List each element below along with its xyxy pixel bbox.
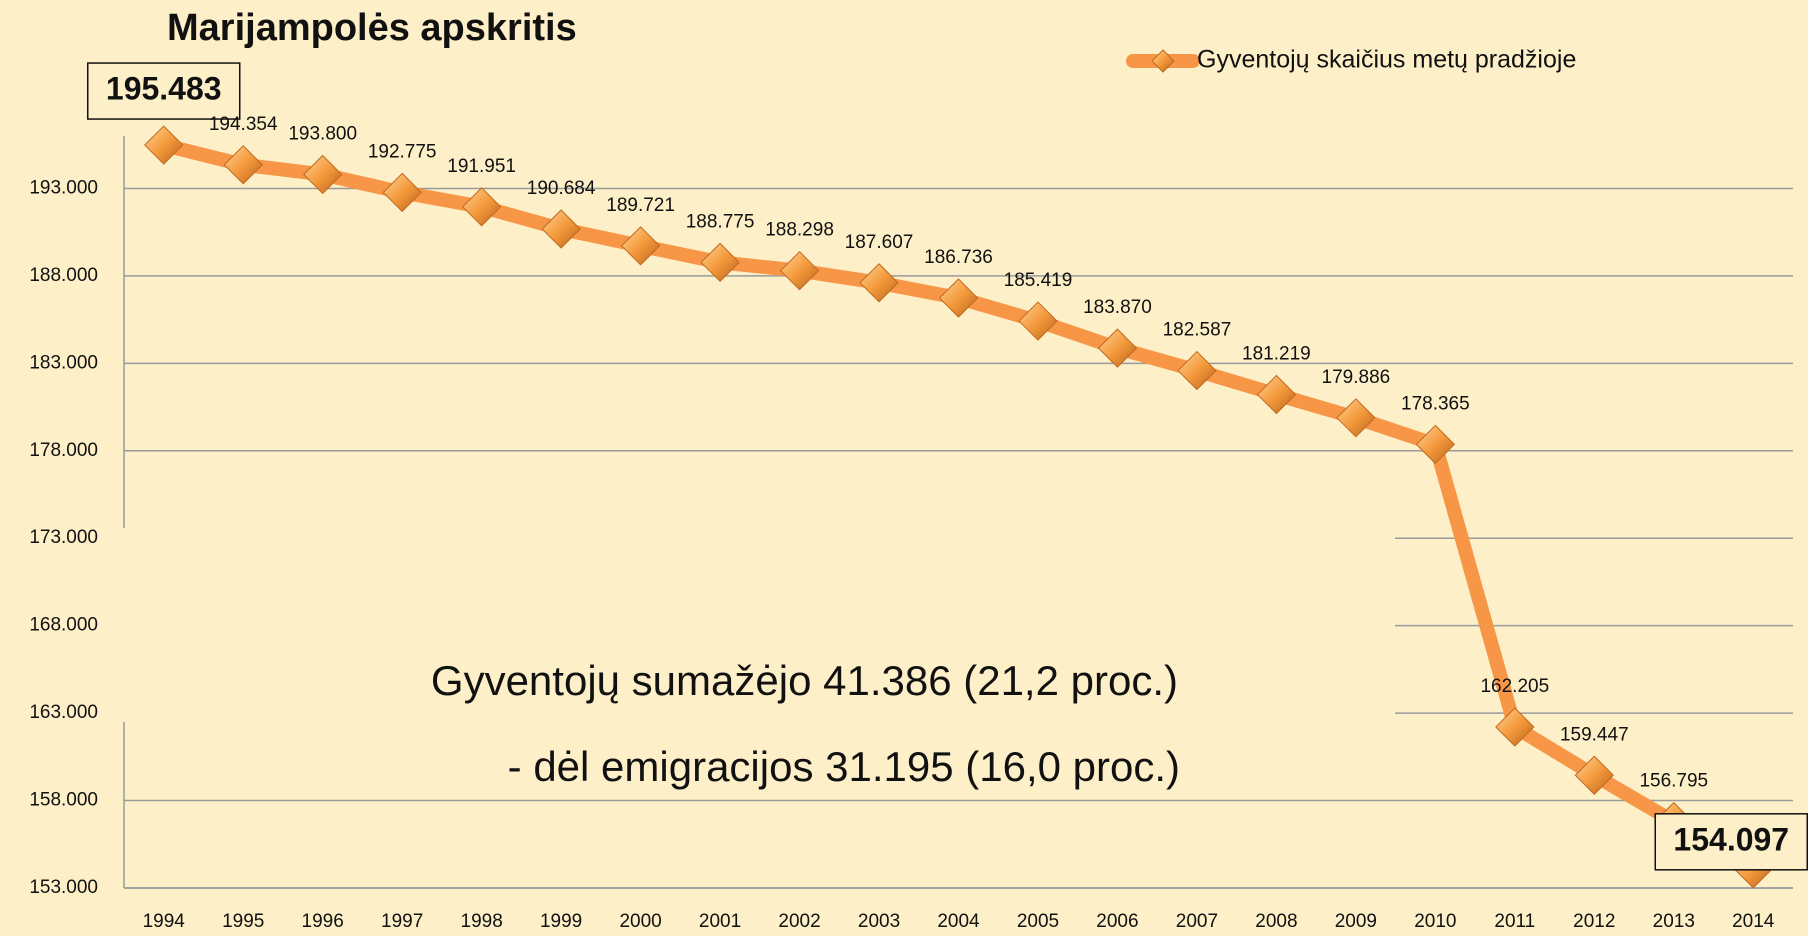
value-label-box xyxy=(86,62,241,120)
x-tick-label: 2009 xyxy=(1335,911,1377,932)
chart-title: Marijampolės apskritis xyxy=(167,7,577,49)
value-label: 187.607 xyxy=(845,232,914,253)
marker xyxy=(541,209,581,249)
value-label: 188.775 xyxy=(686,211,755,232)
value-label: 190.684 xyxy=(527,178,596,199)
x-tick-label: 1995 xyxy=(222,911,264,932)
y-tick-label: 193.000 xyxy=(29,177,98,198)
x-tick-label: 2005 xyxy=(1017,911,1059,932)
value-label: 192.775 xyxy=(368,141,437,162)
marker xyxy=(1097,328,1138,368)
marker xyxy=(779,250,820,291)
x-tick-label: 2001 xyxy=(699,911,741,932)
y-tick-label: 158.000 xyxy=(29,790,98,811)
marker xyxy=(1151,49,1175,73)
marker xyxy=(938,278,979,318)
marker xyxy=(1256,374,1297,415)
marker xyxy=(700,242,740,283)
marker xyxy=(859,263,899,303)
x-tick-label: 1997 xyxy=(381,911,423,932)
y-tick-label: 188.000 xyxy=(29,265,98,286)
x-tick-label: 2003 xyxy=(858,911,900,932)
x-tick-label: 1996 xyxy=(302,911,344,932)
y-tick-label: 153.000 xyxy=(29,877,98,898)
value-label: 189.721 xyxy=(606,195,675,216)
x-tick-label: 1998 xyxy=(461,911,503,932)
value-label: 193.800 xyxy=(288,123,357,144)
marker xyxy=(1495,707,1535,747)
value-label: 159.447 xyxy=(1560,724,1629,745)
plot: 195.483 194.354 193.800 192.775 191.951 190.6… xyxy=(86,46,1808,889)
marker xyxy=(1177,350,1217,391)
marker xyxy=(1336,398,1376,438)
x-tick-label: 2010 xyxy=(1414,911,1456,932)
value-label: 191.951 xyxy=(447,156,516,177)
x-tick-label: 1999 xyxy=(540,911,582,932)
value-label-box xyxy=(1654,813,1808,871)
value-label: 162.205 xyxy=(1480,676,1549,697)
x-tick-label: 2004 xyxy=(937,911,980,932)
value-label: 183.870 xyxy=(1083,297,1152,318)
value-label: 186.736 xyxy=(924,247,993,268)
marker xyxy=(382,172,422,213)
marker xyxy=(1018,301,1058,341)
legend-label: Gyventojų skaičius metų pradžioje xyxy=(1197,46,1576,74)
value-label: 182.587 xyxy=(1163,320,1232,341)
value-label: 181.219 xyxy=(1242,344,1311,365)
value-label: 185.419 xyxy=(1004,270,1073,291)
y-tick-label: 183.000 xyxy=(29,352,98,373)
marker xyxy=(461,187,502,227)
x-tick-label: 2002 xyxy=(778,911,820,932)
value-label: 195.483 xyxy=(106,70,222,106)
x-tick-label: 1994 xyxy=(143,911,186,932)
annotation-box xyxy=(109,528,1395,722)
value-label: 154.097 xyxy=(1673,821,1789,857)
x-tick-label: 2013 xyxy=(1653,911,1695,932)
x-tick-label: 2006 xyxy=(1096,911,1138,932)
annotation: Gyventojų sumažėjo 41.386 (21,2 proc.) xyxy=(431,657,1178,704)
y-tick-label: 178.000 xyxy=(29,440,98,461)
value-label: 178.365 xyxy=(1401,393,1470,414)
y-tick-label: 163.000 xyxy=(29,702,98,723)
marker xyxy=(302,154,343,195)
x-tick-label: 2007 xyxy=(1176,911,1218,932)
value-label: 156.795 xyxy=(1639,771,1708,792)
x-tick-label: 2014 xyxy=(1732,911,1775,932)
value-label: 179.886 xyxy=(1322,367,1391,388)
value-label: 188.298 xyxy=(765,220,834,241)
marker xyxy=(620,226,661,266)
annotation: - dėl emigracijos 31.195 (16,0 proc.) xyxy=(508,743,1180,790)
x-tick-label: 2000 xyxy=(619,911,661,932)
marker xyxy=(1574,755,1615,795)
x-tick-label: 2008 xyxy=(1255,911,1297,932)
marker xyxy=(223,145,263,185)
x-tick-label: 2012 xyxy=(1573,911,1615,932)
value-label: 194.354 xyxy=(209,114,278,135)
marker xyxy=(144,125,184,165)
marker xyxy=(1415,424,1456,465)
y-tick-label: 173.000 xyxy=(29,527,98,548)
y-tick-label: 168.000 xyxy=(29,615,98,636)
x-tick-label: 2011 xyxy=(1494,911,1535,932)
